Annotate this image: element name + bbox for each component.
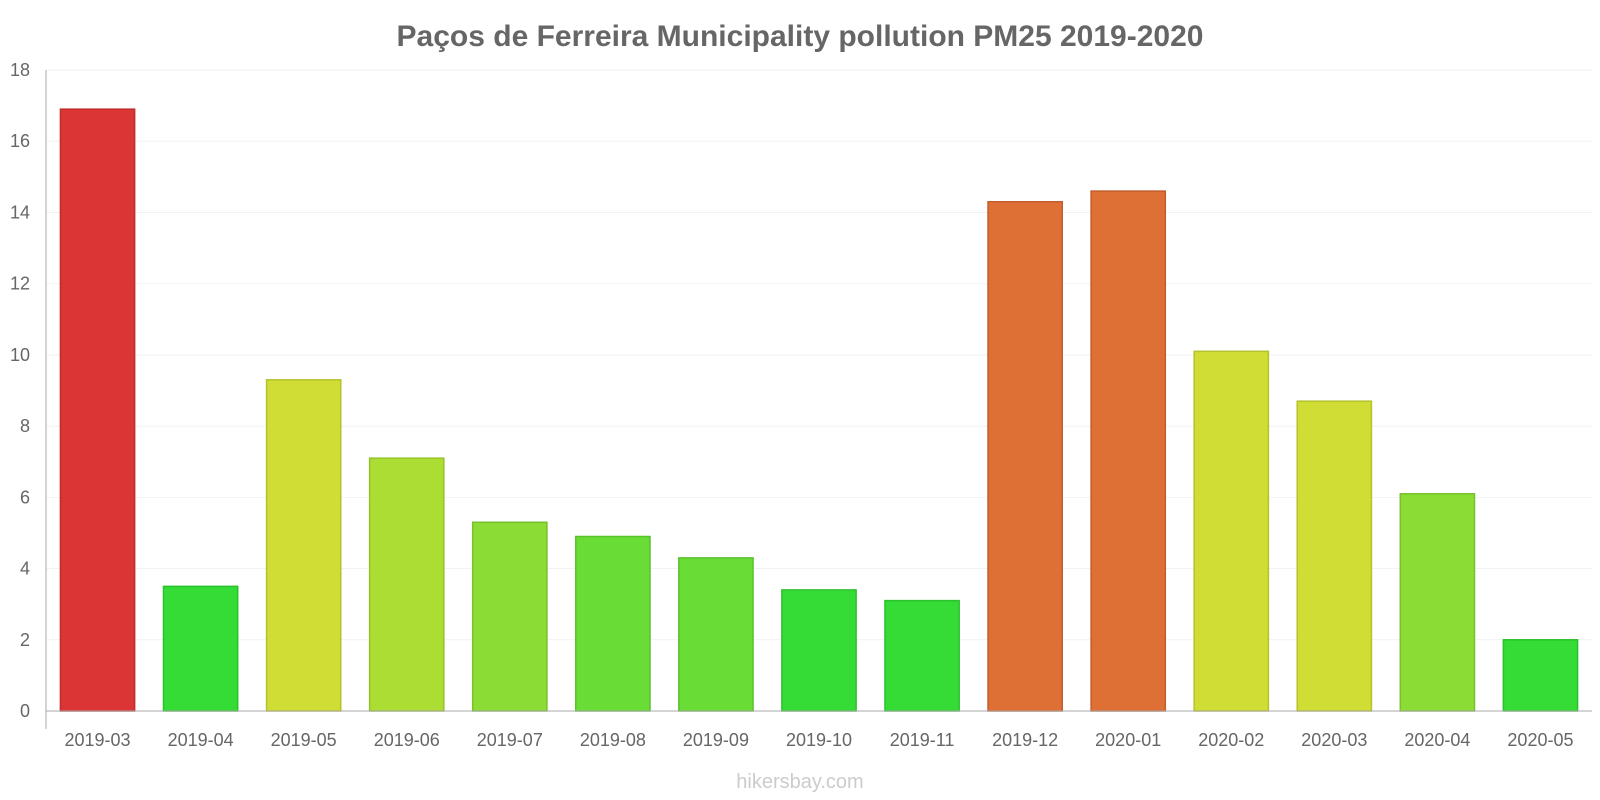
y-tick-label: 18 (10, 60, 30, 80)
bar-2019-03[interactable] (59, 108, 136, 712)
bar-2020-03[interactable] (1296, 400, 1373, 712)
x-tick-label: 2019-06 (374, 730, 440, 750)
bar-2019-11[interactable] (884, 599, 960, 712)
x-tick-label: 2019-12 (992, 730, 1058, 750)
x-tick-label: 2020-03 (1301, 730, 1367, 750)
x-tick-label: 2020-05 (1507, 730, 1573, 750)
y-tick-label: 8 (20, 416, 30, 436)
bar-2019-12[interactable] (987, 201, 1063, 712)
x-tick-label: 2020-04 (1404, 730, 1470, 750)
watermark: hikersbay.com (736, 771, 863, 793)
bar-2019-05[interactable] (265, 379, 342, 712)
y-tick-label: 12 (10, 274, 30, 294)
bar-2020-02[interactable] (1193, 350, 1270, 712)
bar-2019-06[interactable] (368, 457, 445, 712)
y-tick-label: 16 (10, 131, 30, 151)
x-tick-label: 2019-04 (168, 730, 234, 750)
x-tick-label: 2019-10 (786, 730, 852, 750)
bar-2019-10[interactable] (781, 589, 857, 712)
y-tick-label: 6 (20, 487, 30, 507)
x-tick-label: 2019-08 (580, 730, 646, 750)
bar-2020-01[interactable] (1090, 190, 1167, 712)
x-tick-label: 2019-07 (477, 730, 543, 750)
bar-2020-04[interactable] (1399, 493, 1476, 712)
bar-2019-08[interactable] (575, 535, 651, 712)
bar-2020-05[interactable] (1502, 639, 1579, 712)
x-tick-label: 2019-05 (271, 730, 337, 750)
x-tick-label: 2020-01 (1095, 730, 1161, 750)
y-tick-label: 2 (20, 630, 30, 650)
bar-2019-07[interactable] (471, 521, 548, 712)
bar-2019-09[interactable] (678, 557, 754, 712)
y-tick-label: 10 (10, 345, 30, 365)
bars (59, 108, 1579, 712)
x-tick-label: 2019-09 (683, 730, 749, 750)
y-axis-ticks: 0 2 4 6 8 10 12 14 16 18 (10, 60, 30, 721)
x-axis-ticks: 2019-03 2019-04 2019-05 2019-06 2019-07 2019-… (65, 730, 1574, 750)
y-tick-label: 4 (20, 559, 30, 579)
x-tick-label: 2020-02 (1198, 730, 1264, 750)
bar-2019-04[interactable] (162, 585, 239, 712)
y-tick-label: 14 (10, 202, 30, 222)
chart-title: Paços de Ferreira Municipality pollution… (397, 20, 1204, 53)
y-tick-label: 0 (20, 701, 30, 721)
x-tick-label: 2019-03 (65, 730, 131, 750)
x-tick-label: 2019-11 (890, 730, 955, 750)
